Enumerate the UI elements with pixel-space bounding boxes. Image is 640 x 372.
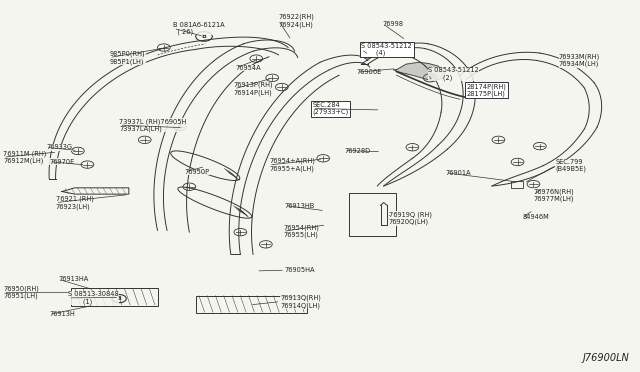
Text: 76933M(RH)
76934M(LH): 76933M(RH) 76934M(LH) (559, 54, 600, 67)
Text: 76921 (RH)
76923(LH): 76921 (RH) 76923(LH) (56, 196, 93, 209)
Bar (511, 181, 523, 188)
Text: 76954A: 76954A (236, 65, 262, 71)
Text: 76954+A(RH)
76955+A(LH): 76954+A(RH) 76955+A(LH) (269, 158, 315, 172)
Text: 76905HA: 76905HA (285, 267, 316, 273)
Text: 76950(RH)
76951(LH): 76950(RH) 76951(LH) (3, 285, 39, 299)
Text: 76928D: 76928D (344, 148, 371, 154)
Text: 84946M: 84946M (523, 214, 549, 220)
Text: SEC.284
(27933+C): SEC.284 (27933+C) (312, 102, 349, 115)
Text: 76970E: 76970E (49, 158, 74, 165)
Text: S: S (428, 75, 432, 80)
Text: B: B (202, 34, 207, 39)
Bar (196, 296, 307, 313)
Text: 73937L (RH)76905H
73937LA(LH): 73937L (RH)76905H 73937LA(LH) (119, 118, 187, 132)
Text: 76950P: 76950P (185, 169, 210, 175)
Text: 28174P(RH)
28175P(LH): 28174P(RH) 28175P(LH) (467, 83, 506, 97)
Text: 76913HB: 76913HB (285, 203, 316, 209)
Bar (349, 193, 396, 236)
Text: 76911M (RH)
76912M(LH): 76911M (RH) 76912M(LH) (3, 150, 47, 164)
Text: 76919Q (RH)
76920Q(LH): 76919Q (RH) 76920Q(LH) (389, 212, 432, 225)
Text: S 08543-51212
       (4): S 08543-51212 (4) (362, 43, 412, 56)
Text: 76913H: 76913H (49, 311, 75, 317)
Text: 76901A: 76901A (445, 170, 471, 176)
Text: 76913HA: 76913HA (59, 276, 89, 282)
Bar (72, 288, 157, 306)
Text: 76933G: 76933G (46, 144, 72, 150)
Text: 76913P(RH)
76914P(LH): 76913P(RH) 76914P(LH) (234, 82, 274, 96)
Text: 76998: 76998 (383, 20, 403, 26)
Text: S: S (367, 51, 371, 56)
Text: B 081A6-6121A
  ( 26): B 081A6-6121A ( 26) (173, 22, 225, 35)
Text: 76913Q(RH)
76914Q(LH): 76913Q(RH) 76914Q(LH) (280, 295, 321, 308)
Text: 76906E: 76906E (357, 69, 382, 75)
Polygon shape (394, 62, 444, 81)
Text: 76954(RH)
76955(LH): 76954(RH) 76955(LH) (283, 224, 319, 238)
Text: S 08513-30848
       (1): S 08513-30848 (1) (68, 291, 119, 305)
Text: 985P0(RH)
985P1(LH): 985P0(RH) 985P1(LH) (109, 51, 145, 64)
Text: B: B (117, 296, 122, 301)
Text: SEC.799
(B49B5E): SEC.799 (B49B5E) (556, 159, 587, 173)
Text: 76976N(RH)
76977M(LH): 76976N(RH) 76977M(LH) (534, 188, 574, 202)
Text: S 08543-51212
       (2): S 08543-51212 (2) (428, 67, 479, 81)
Text: J76900LN: J76900LN (582, 353, 629, 363)
Text: 76922(RH)
76924(LH): 76922(RH) 76924(LH) (278, 14, 314, 28)
